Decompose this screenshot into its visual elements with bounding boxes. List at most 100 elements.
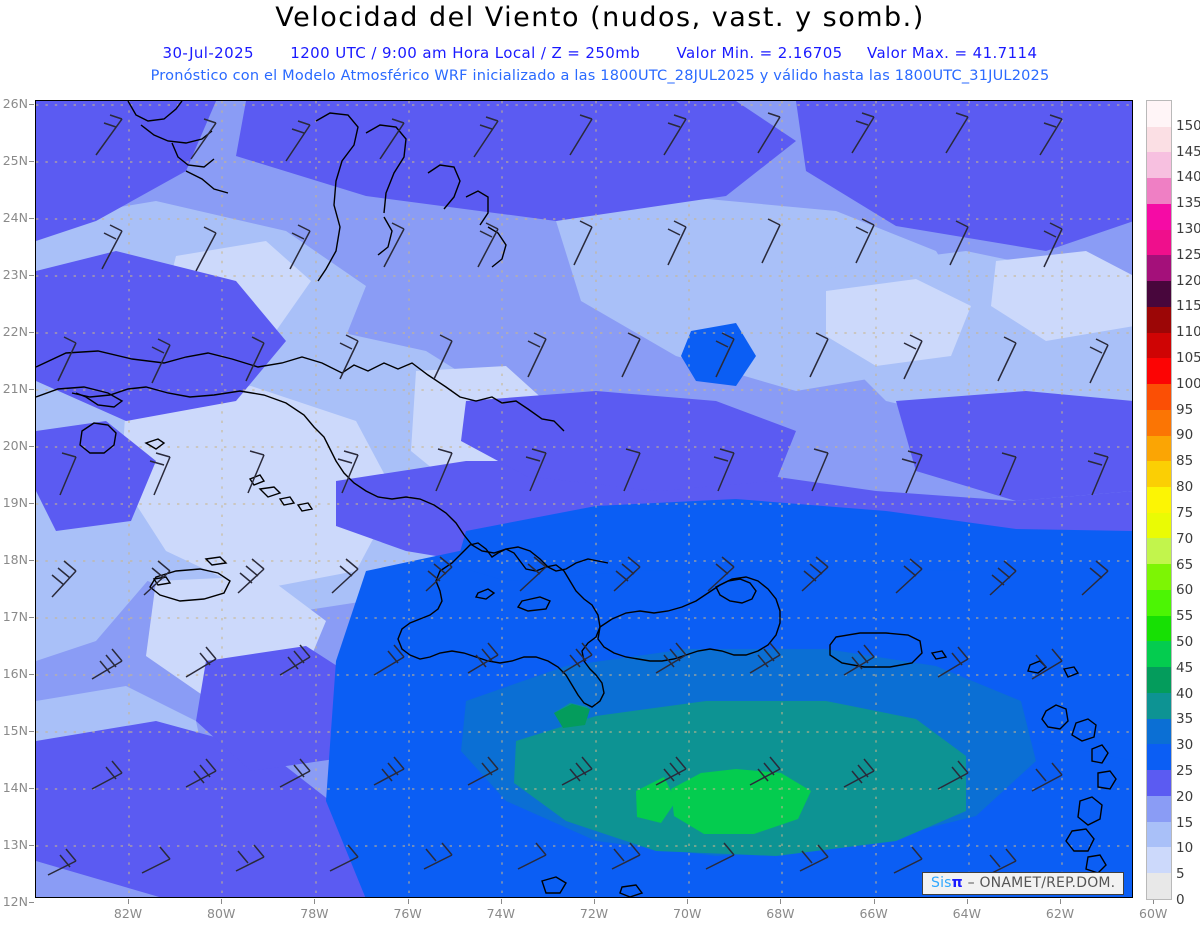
lon-tick-68W [780,899,782,904]
colorbar-swatch-35 [1147,692,1171,719]
lon-tick-78W [314,899,316,904]
colorbar-tick-10: 10 [1176,840,1194,857]
colorbar-tick-95: 95 [1176,401,1194,418]
colorbar-swatch-125 [1147,229,1171,256]
colorbar-tick-100: 100 [1176,375,1200,392]
watermark-org: – ONAMET/REP.DOM. [967,875,1116,891]
colorbar-labels: 150 145 140 135 130 125 120 115 110 105 100 95 90 85 8… [1176,100,1200,908]
lat-tick-23N [29,275,34,276]
colorbar-swatch-10 [1147,821,1171,848]
lat-label-18N: 18N [2,552,28,567]
lon-tick-76W [407,899,409,904]
colorbar[interactable] [1146,100,1172,900]
lat-label-23N: 23N [2,267,28,282]
colorbar-tick-25: 25 [1176,762,1194,779]
lat-tick-14N [29,788,34,789]
map-gridlines [36,101,1132,897]
lat-tick-16N [29,674,34,675]
forecast-date: 30-Jul-2025 [162,44,254,62]
value-max-label: Valor Max. = 41.7114 [866,44,1038,62]
colorbar-tick-125: 125 [1176,246,1200,263]
lon-label-66W: 66W [859,906,888,921]
lat-tick-21N [29,389,34,390]
lat-label-17N: 17N [2,609,28,624]
colorbar-swatch-60 [1147,564,1171,590]
lat-tick-12N [29,902,34,903]
colorbar-swatch-105 [1147,332,1171,359]
lat-tick-18N [29,560,34,561]
lat-tick-19N [29,503,34,504]
lat-tick-22N [29,332,34,333]
lon-label-78W: 78W [300,906,329,921]
lon-tick-80W [221,899,223,904]
lat-tick-17N [29,617,34,618]
lat-tick-13N [29,845,34,846]
colorbar-tick-90: 90 [1176,427,1194,444]
lon-tick-72W [594,899,595,904]
lat-label-15N: 15N [2,723,28,738]
colorbar-swatch-70 [1147,512,1171,539]
colorbar-swatch-115 [1147,281,1171,307]
colorbar-swatch-130 [1147,203,1171,230]
colorbar-tick-0: 0 [1176,892,1185,908]
watermark-credit: Sisπ – ONAMET/REP.DOM. [922,872,1125,895]
colorbar-tick-110: 110 [1176,324,1200,341]
lon-label-70W: 70W [673,906,702,921]
colorbar-swatch-90 [1147,409,1171,436]
lat-tick-15N [29,731,34,732]
lon-tick-82W [128,899,129,904]
lat-tick-26N [29,104,34,105]
lon-tick-64W [966,899,968,904]
lat-tick-24N [29,218,34,219]
lat-tick-20N [29,446,34,447]
colorbar-swatch-80 [1147,461,1171,488]
colorbar-tick-115: 115 [1176,298,1200,315]
lon-label-80W: 80W [207,906,236,921]
colorbar-tick-5: 5 [1176,866,1185,883]
lon-tick-70W [687,899,689,904]
lon-tick-60W [1153,899,1155,904]
colorbar-tick-60: 60 [1176,582,1194,599]
colorbar-swatch-25 [1147,744,1171,771]
colorbar-swatch-85 [1147,435,1171,462]
colorbar-swatch-50 [1147,615,1171,642]
lon-label-74W: 74W [486,906,515,921]
colorbar-swatch-0 [1147,873,1171,899]
colorbar-swatch-5 [1147,847,1171,874]
colorbar-swatch-150 [1147,101,1171,127]
colorbar-swatch-75 [1147,487,1171,513]
lon-label-82W: 82W [113,906,143,921]
lat-label-21N: 21N [2,381,28,396]
lon-tick-74W [500,899,502,904]
lat-label-19N: 19N [2,495,28,510]
lat-label-26N: 26N [2,96,28,111]
lon-label-72W: 72W [579,906,609,921]
colorbar-tick-130: 130 [1176,221,1200,238]
lat-label-14N: 14N [2,780,28,795]
colorbar-tick-65: 65 [1176,556,1194,573]
colorbar-swatch-30 [1147,718,1171,745]
colorbar-tick-140: 140 [1176,169,1200,186]
colorbar-swatch-15 [1147,795,1171,822]
lat-label-13N: 13N [2,837,28,852]
colorbar-tick-75: 75 [1176,504,1194,521]
colorbar-swatch-100 [1147,358,1171,385]
lon-label-60W: 60W [1139,906,1168,921]
lat-label-25N: 25N [2,153,28,168]
lat-tick-25N [29,161,34,162]
lat-label-24N: 24N [2,210,28,225]
colorbar-swatch-145 [1147,126,1171,153]
colorbar-tick-150: 150 [1176,117,1200,134]
map-plot-area[interactable] [35,100,1133,898]
colorbar-tick-15: 15 [1176,814,1194,831]
colorbar-swatch-95 [1147,384,1171,410]
watermark-pi-icon: π [951,875,963,891]
coastlines [36,101,1123,897]
colorbar-tick-35: 35 [1176,711,1194,728]
colorbar-swatch-120 [1147,255,1171,282]
colorbar-swatch-110 [1147,306,1171,333]
colorbar-tick-55: 55 [1176,608,1194,625]
model-info-line: Pronóstico con el Modelo Atmosférico WRF… [150,68,1050,84]
colorbar-tick-30: 30 [1176,737,1194,754]
lon-label-64W: 64W [952,906,981,921]
